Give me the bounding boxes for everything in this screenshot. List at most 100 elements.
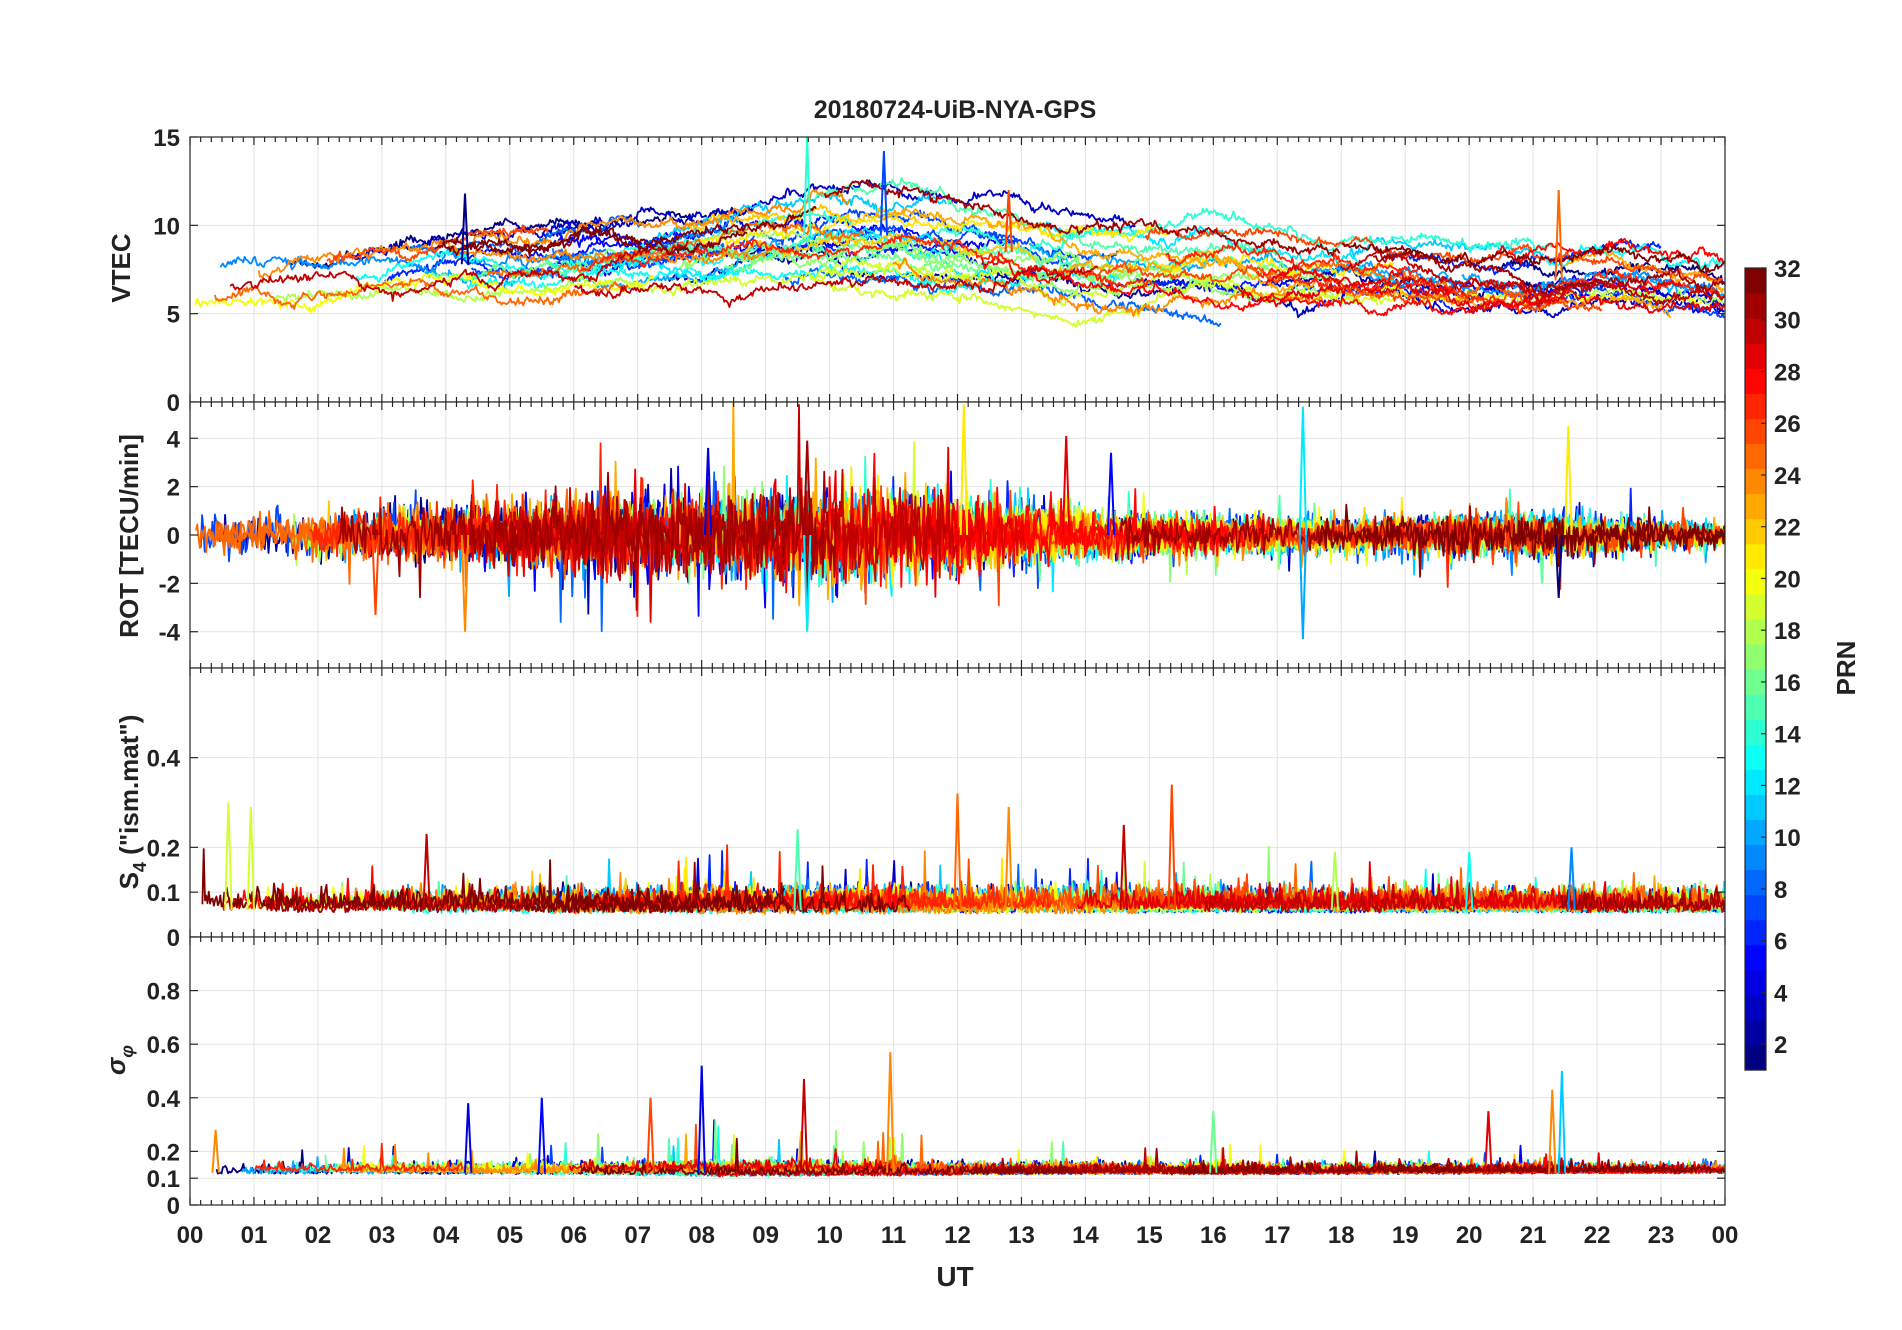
prn-26-trace bbox=[1144, 227, 1723, 283]
sigma-phase-panel: 00.10.2 0.4 0.6 0.8 bbox=[147, 936, 1726, 1220]
s4-axis-label-rest: ("ism.mat") bbox=[114, 715, 144, 862]
rot-peak bbox=[703, 447, 713, 536]
x-tick-label: 07 bbox=[624, 1222, 651, 1249]
rot-peak bbox=[371, 534, 380, 615]
colorbar-tick-label: 24 bbox=[1774, 463, 1801, 490]
s4-peak bbox=[1004, 806, 1013, 911]
colorbar-segment bbox=[1745, 393, 1766, 419]
prn-24-trace bbox=[257, 239, 774, 279]
s4-peak bbox=[224, 802, 233, 911]
sigma-axis-label-main: σ bbox=[101, 1056, 131, 1075]
colorbar-tick-label: 32 bbox=[1774, 256, 1801, 283]
x-tick-label: 03 bbox=[369, 1222, 396, 1249]
sigma-peak bbox=[646, 1097, 655, 1173]
prn-20-trace bbox=[194, 272, 655, 313]
prn-28-trace bbox=[918, 488, 1230, 586]
sigma-peak bbox=[697, 1065, 706, 1173]
s4-axis-label-main: S bbox=[114, 872, 144, 889]
x-tick-label: 13 bbox=[1008, 1222, 1035, 1249]
x-tick-label: 05 bbox=[496, 1222, 523, 1249]
colorbar-segment bbox=[1745, 368, 1766, 394]
rot-series bbox=[195, 402, 1725, 640]
colorbar-segment bbox=[1745, 418, 1766, 445]
prn-31-trace bbox=[961, 1147, 1225, 1175]
prn-24-trace bbox=[460, 189, 851, 249]
prn-25-trace bbox=[214, 277, 629, 310]
prn-32-trace bbox=[201, 848, 791, 909]
s4-peak bbox=[1330, 851, 1340, 911]
sigma-y-tick-label: 0.8 bbox=[147, 979, 180, 1006]
colorbar-tick-label: 8 bbox=[1774, 877, 1787, 904]
colorbar-segment bbox=[1745, 969, 1766, 996]
rot-peak bbox=[1298, 406, 1308, 536]
x-tick-label: 00 bbox=[1712, 1222, 1739, 1249]
s4-y-tick-label: 0.4 bbox=[147, 746, 181, 773]
s4-peak bbox=[1167, 784, 1176, 911]
prn-26-trace bbox=[1082, 261, 1603, 312]
rot-peak bbox=[1554, 534, 1563, 598]
x-tick-label: 10 bbox=[816, 1222, 843, 1249]
prn-27-trace bbox=[1255, 267, 1725, 315]
colorbar-segment bbox=[1745, 593, 1766, 620]
colorbar-segment bbox=[1745, 493, 1766, 520]
colorbar-segment bbox=[1745, 643, 1766, 670]
s4-peak bbox=[422, 833, 431, 911]
s4-panel: 0 0.1 0.2 0.4 bbox=[147, 667, 1726, 952]
colorbar-segment bbox=[1745, 1044, 1766, 1071]
x-tick-label: 01 bbox=[241, 1222, 268, 1249]
sigma-peak bbox=[537, 1097, 546, 1173]
s4-y-tick-label: 0.2 bbox=[147, 835, 180, 862]
x-tick-label: 20 bbox=[1456, 1222, 1483, 1249]
rot-panel: -4 -2 0 2 4 bbox=[159, 401, 1726, 669]
s4-y-tick-label: 0.1 bbox=[147, 880, 180, 907]
rot-peak bbox=[1106, 452, 1116, 536]
x-tick-label: 19 bbox=[1392, 1222, 1419, 1249]
colorbar-segment bbox=[1745, 694, 1766, 720]
prn-18-trace bbox=[1586, 286, 1725, 306]
rot-y-tick-label: -2 bbox=[159, 571, 180, 598]
colorbar-segment bbox=[1745, 919, 1766, 946]
sigma-peak bbox=[1548, 1089, 1557, 1173]
x-axis-label: UT bbox=[936, 1261, 973, 1292]
s4-peak bbox=[1465, 851, 1474, 911]
vtec-peak bbox=[1554, 189, 1563, 281]
colorbar-tick-label: 4 bbox=[1774, 980, 1788, 1007]
colorbar-segment bbox=[1745, 769, 1766, 795]
colorbar-tick-label: 26 bbox=[1774, 411, 1801, 438]
x-tick-label: 11 bbox=[881, 1222, 906, 1249]
s4-axis-label: S4 ("ism.mat") bbox=[114, 715, 150, 890]
colorbar-segment bbox=[1745, 944, 1766, 971]
vtec-peak bbox=[879, 151, 889, 236]
colorbar-segment bbox=[1745, 669, 1766, 695]
rot-y-tick-label: 2 bbox=[167, 475, 180, 502]
colorbar-tick-label: 16 bbox=[1774, 670, 1801, 697]
rot-peak bbox=[959, 404, 969, 536]
prn-29-trace bbox=[1265, 264, 1725, 314]
prn-32-trace bbox=[444, 227, 748, 256]
prn-31-trace bbox=[823, 179, 1341, 257]
colorbar-segment bbox=[1745, 343, 1766, 369]
s4-series bbox=[201, 784, 1725, 915]
s4-peak bbox=[953, 793, 962, 911]
prn-27-trace bbox=[254, 1142, 464, 1173]
chart-title: 20180724-UiB-NYA-GPS bbox=[814, 96, 1097, 124]
colorbar-segment bbox=[1745, 568, 1766, 595]
x-tick-label: 15 bbox=[1136, 1222, 1163, 1249]
colorbar-segment bbox=[1745, 268, 1766, 294]
prn-31-trace bbox=[337, 470, 837, 628]
x-tick-label: 16 bbox=[1200, 1222, 1227, 1249]
colorbar-tick-label: 2 bbox=[1774, 1032, 1787, 1059]
rot-peak bbox=[803, 534, 812, 632]
x-tick-label: 18 bbox=[1328, 1222, 1355, 1249]
vtec-y-tick-label: 0 bbox=[167, 390, 180, 417]
sigma-y-tick-label: 0.4 bbox=[147, 1086, 181, 1113]
colorbar-segment bbox=[1745, 443, 1766, 470]
rot-peak bbox=[1062, 435, 1071, 536]
rot-y-tick-label: 4 bbox=[167, 426, 181, 453]
colorbar-tick-label: 12 bbox=[1774, 773, 1801, 800]
colorbar-tick-label: 22 bbox=[1774, 515, 1801, 542]
x-tick-labels: 00 01 02 03 04 05 06 07 08 09 10 11 12 13 14 15 16 17 18 19… bbox=[177, 1222, 1739, 1249]
sigma-y-tick-label: 0.1 bbox=[147, 1166, 180, 1193]
colorbar-segment bbox=[1745, 293, 1766, 319]
colorbar-segment bbox=[1745, 318, 1766, 344]
